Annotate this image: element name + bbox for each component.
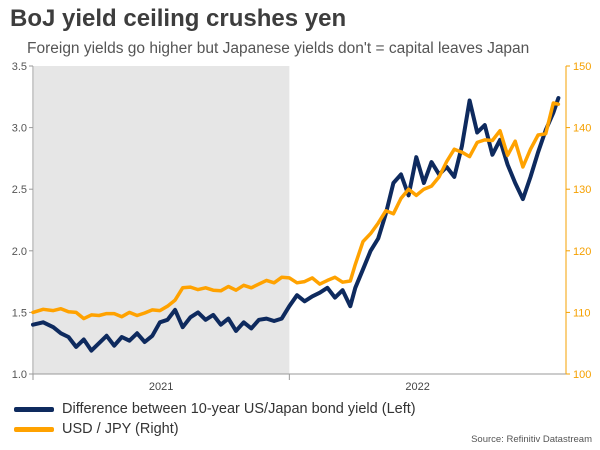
right-tick-label: 140: [573, 123, 591, 135]
left-tick-label: 3.0: [12, 123, 27, 135]
left-y-tick-labels: 1.0 1.5 2.0 2.5 3.0 3.5: [12, 61, 33, 381]
legend-swatch-navy: [14, 406, 54, 412]
left-tick-label: 2.0: [12, 246, 27, 258]
series-line-usdjpy: [31, 101, 561, 321]
x-tick-labels: 2021 2022: [32, 374, 430, 393]
chart-title: BoJ yield ceiling crushes yen: [10, 5, 347, 32]
source-note: Source: Refinitiv Datastream: [471, 434, 592, 445]
left-tick-label: 3.5: [12, 61, 27, 73]
x-tick-label: 2022: [405, 381, 429, 393]
left-tick-label: 2.5: [12, 184, 27, 196]
right-y-tick-labels: 100 110 120 130 140 150: [566, 61, 591, 381]
left-tick-label: 1.0: [12, 369, 27, 381]
series-line-spread: [31, 96, 561, 353]
legend-item-usdjpy: USD / JPY (Right): [14, 419, 416, 439]
legend-label-spread: Difference between 10-year US/Japan bond…: [62, 401, 416, 417]
legend: Difference between 10-year US/Japan bond…: [14, 399, 416, 439]
legend-item-spread: Difference between 10-year US/Japan bond…: [14, 399, 416, 419]
left-tick-label: 1.5: [12, 307, 27, 319]
right-tick-label: 130: [573, 184, 591, 196]
right-tick-label: 150: [573, 61, 591, 73]
chart-subtitle: Foreign yields go higher but Japanese yi…: [27, 40, 530, 57]
right-tick-label: 110: [573, 307, 591, 319]
series-lines: [31, 96, 561, 353]
right-tick-label: 100: [573, 369, 591, 381]
x-tick-label: 2021: [149, 381, 173, 393]
legend-label-usdjpy: USD / JPY (Right): [62, 421, 179, 437]
legend-swatch-orange: [14, 426, 54, 432]
right-tick-label: 120: [573, 246, 591, 258]
